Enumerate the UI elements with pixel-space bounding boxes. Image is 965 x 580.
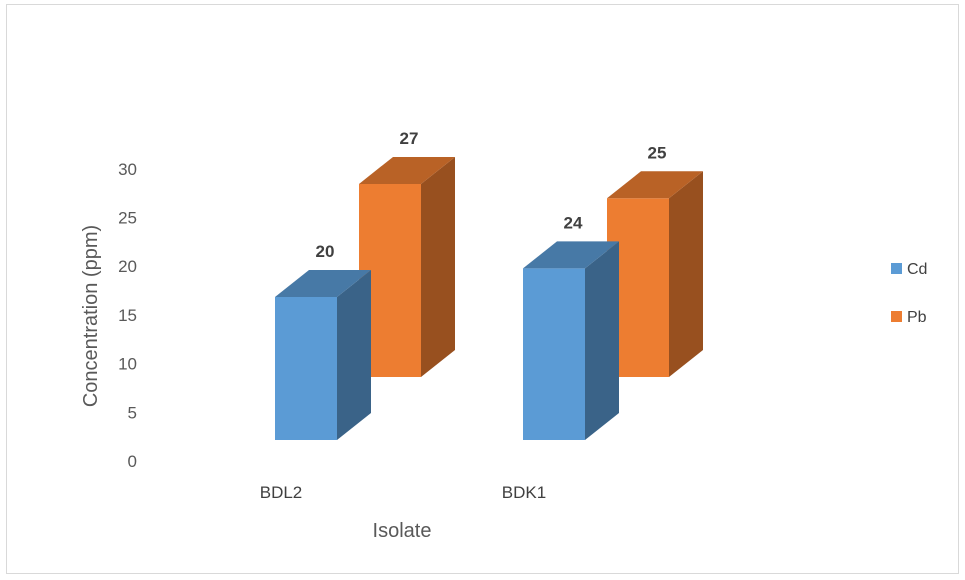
x-category-label: BDL2 — [260, 483, 303, 502]
y-tick-label: 10 — [118, 355, 137, 374]
data-label-pb-bdk1: 25 — [648, 143, 667, 162]
y-axis-ticks: 0 5 10 15 20 25 30 — [118, 160, 137, 471]
y-tick-label: 5 — [128, 403, 137, 422]
bar-side-face — [585, 241, 619, 440]
y-tick-label: 15 — [118, 306, 137, 325]
x-category-label: BDK1 — [502, 483, 546, 502]
bar-front-face — [523, 268, 585, 440]
data-label-cd-bdl2: 20 — [316, 242, 335, 261]
legend-swatch-pb — [891, 311, 902, 322]
legend-label-cd: Cd — [907, 261, 927, 278]
legend: Cd Pb — [891, 261, 927, 326]
bar-cd-bdk1 — [523, 241, 619, 440]
bar-top-face — [523, 241, 619, 269]
bar-pb-bdk1 — [607, 171, 703, 377]
bar-side-face — [669, 171, 703, 377]
bar-cd-bdl2 — [275, 270, 371, 440]
chart-frame — [6, 4, 959, 574]
bar-front-face — [275, 297, 337, 440]
plot-area — [275, 156, 703, 440]
legend-label-pb: Pb — [907, 309, 927, 326]
x-axis-title: Isolate — [373, 520, 432, 542]
bar-top-face — [607, 171, 703, 199]
bar-top-face — [275, 270, 371, 297]
bar-side-face — [337, 270, 371, 440]
legend-swatch-cd — [891, 263, 902, 274]
bar-top-face — [359, 156, 455, 184]
y-tick-label: 20 — [118, 257, 137, 276]
y-tick-label: 0 — [128, 452, 137, 471]
data-label-pb-bdl2: 27 — [400, 129, 419, 148]
x-axis-categories: BDL2 BDK1 — [260, 483, 546, 502]
data-labels: 27 20 25 24 — [316, 129, 667, 261]
data-label-cd-bdk1: 24 — [564, 213, 583, 232]
bar-pb-bdl2 — [359, 156, 455, 377]
y-tick-label: 30 — [118, 160, 137, 179]
y-tick-label: 25 — [118, 209, 137, 228]
y-axis-title: Concentration (ppm) — [80, 225, 102, 407]
bar-side-face — [421, 156, 455, 377]
